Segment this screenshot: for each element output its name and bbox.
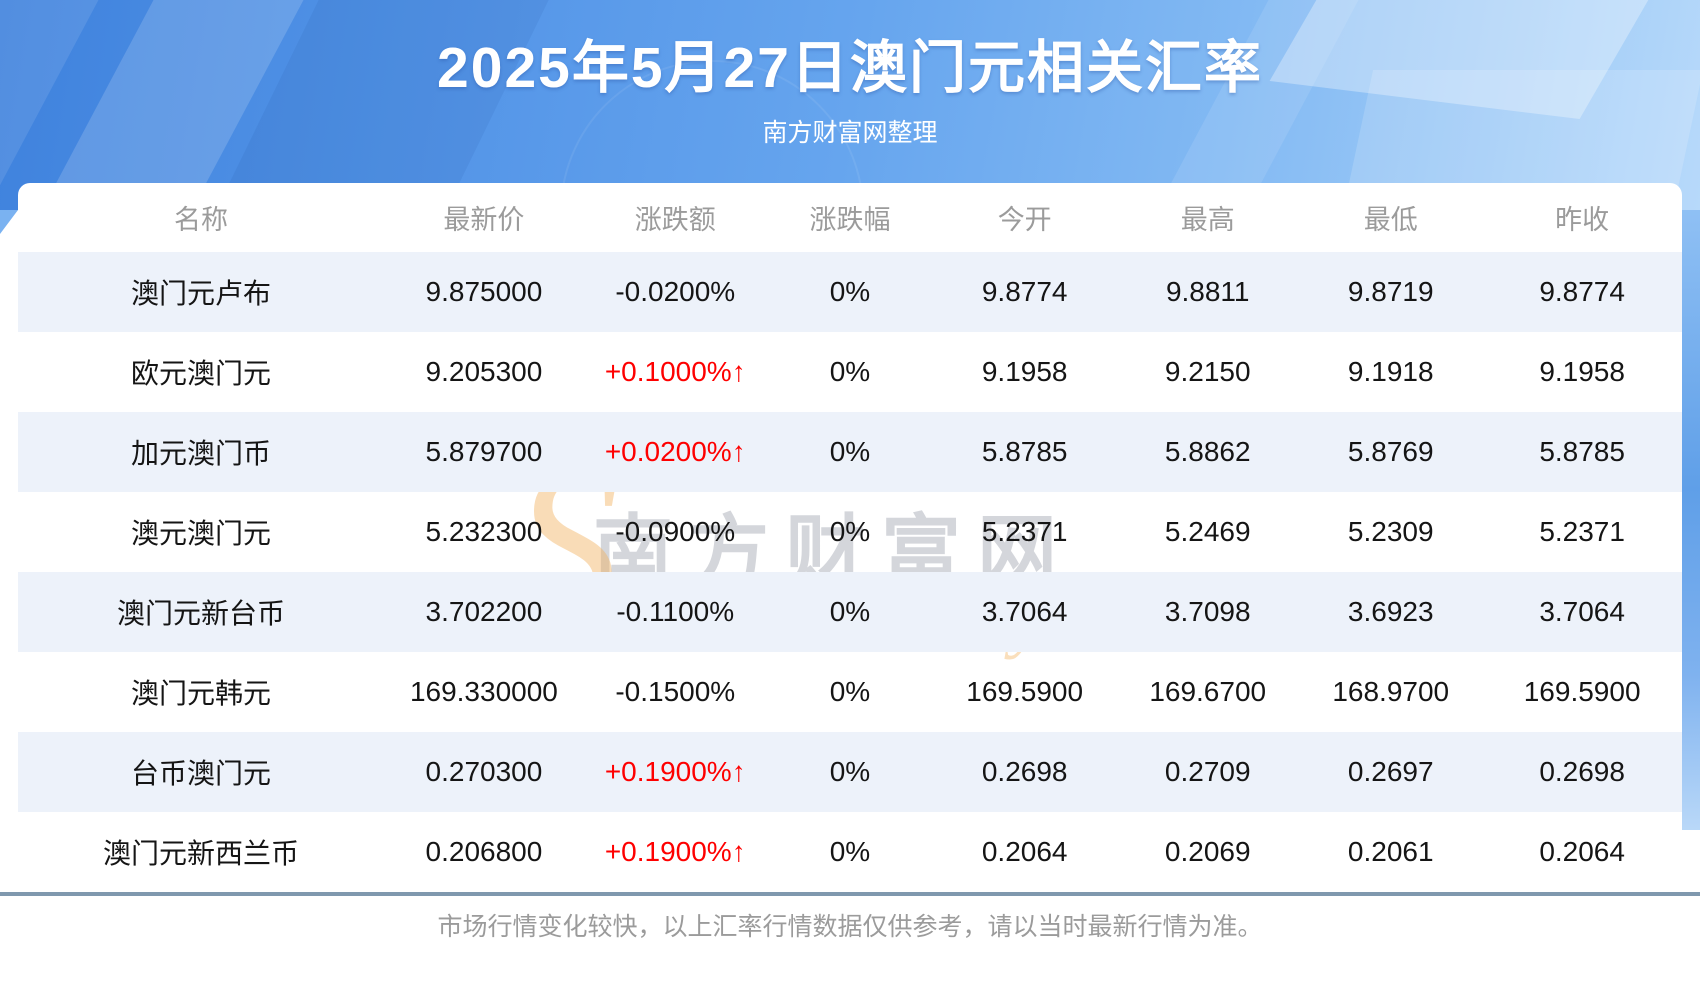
table-cell: 9.1958 <box>981 356 1068 387</box>
table-cell: 0% <box>829 276 871 307</box>
column-header-low: 最低 <box>1363 205 1418 235</box>
change-cell: +0.1900%↑ <box>604 756 746 787</box>
table-cell: 0.2064 <box>1539 836 1625 867</box>
change-cell: -0.1100% <box>616 596 735 627</box>
right-blue-strip <box>1682 210 1700 830</box>
table-cell: 9.2150 <box>1164 356 1251 387</box>
table-cell: 5.8769 <box>1347 436 1434 467</box>
column-header-change: 涨跌额 <box>634 205 716 235</box>
table-cell: 168.9700 <box>1332 676 1450 707</box>
table-cell: 9.8774 <box>1539 276 1625 307</box>
table-cell: 0% <box>829 356 871 387</box>
table-cell: 5.232300 <box>425 516 543 547</box>
table-cell: 5.8862 <box>1164 436 1251 467</box>
hero-banner <box>0 0 1700 210</box>
column-header-name: 名称 <box>174 205 229 235</box>
table-cell: 0.2061 <box>1347 836 1434 867</box>
currency-pair-name: 澳门元韩元 <box>131 678 272 709</box>
table-cell: 0.270300 <box>425 756 543 787</box>
table-cell: 9.8774 <box>981 276 1068 307</box>
currency-pair-name: 澳门元新西兰币 <box>103 838 300 869</box>
left-blue-wedge <box>0 210 18 234</box>
table-row: 澳元澳门元 5.232300 -0.0900% 0% 5.2371 5.2469… <box>18 492 1682 572</box>
table-header-row: 名称 最新价 涨跌额 涨跌幅 今开 最高 最低 昨收 <box>18 183 1682 252</box>
table-cell: 3.702200 <box>425 596 543 627</box>
currency-pair-name: 加元澳门币 <box>131 438 272 469</box>
page-subtitle: 南方财富网整理 <box>762 119 938 147</box>
change-cell: -0.0900% <box>615 516 736 547</box>
table-cell: 3.7064 <box>981 596 1068 627</box>
table-cell: 9.205300 <box>425 356 543 387</box>
currency-pair-name: 欧元澳门元 <box>131 358 272 389</box>
table-cell: 9.8719 <box>1347 276 1434 307</box>
column-header-high: 最高 <box>1180 205 1235 235</box>
table-cell: 0% <box>829 676 871 707</box>
table-cell: 0.2064 <box>981 836 1068 867</box>
table-cell: 5.2309 <box>1347 516 1434 547</box>
column-header-latest: 最新价 <box>443 205 525 235</box>
table-cell: 5.879700 <box>425 436 543 467</box>
table-cell: 0% <box>829 516 871 547</box>
table-cell: 169.5900 <box>966 676 1084 707</box>
table-cell: 3.7098 <box>1164 596 1251 627</box>
table-cell: 169.330000 <box>409 676 558 707</box>
column-header-change-pct: 涨跌幅 <box>809 205 891 235</box>
change-cell: +0.1000%↑ <box>604 356 746 387</box>
table-cell: 9.1918 <box>1347 356 1434 387</box>
table-cell: 169.6700 <box>1149 676 1267 707</box>
currency-pair-name: 澳门元卢布 <box>131 278 272 309</box>
table-cell: 169.5900 <box>1523 676 1641 707</box>
table-row: 澳门元新西兰币 0.206800 +0.1900%↑ 0% 0.2064 0.2… <box>18 812 1682 892</box>
currency-pair-name: 台币澳门元 <box>131 758 272 789</box>
table-cell: 0% <box>829 836 871 867</box>
table-row: 澳门元新台币 3.702200 -0.1100% 0% 3.7064 3.709… <box>18 572 1682 652</box>
table-row: 台币澳门元 0.270300 +0.1900%↑ 0% 0.2698 0.270… <box>18 732 1682 812</box>
table-cell: 0.2709 <box>1164 756 1251 787</box>
change-cell: -0.0200% <box>615 276 736 307</box>
table-cell: 0.2698 <box>1539 756 1625 787</box>
bottom-divider <box>0 892 1700 896</box>
table-cell: 0% <box>829 596 871 627</box>
table-cell: 0.2698 <box>981 756 1068 787</box>
column-header-prev-close: 昨收 <box>1555 205 1610 235</box>
change-cell: +0.1900%↑ <box>604 836 746 867</box>
currency-pair-name: 澳门元新台币 <box>117 598 286 629</box>
table-cell: 5.2371 <box>1539 516 1625 547</box>
table-row: 澳门元韩元 169.330000 -0.1500% 0% 169.5900 16… <box>18 652 1682 732</box>
footer-note: 市场行情变化较快，以上汇率行情数据仅供参考，请以当时最新行情为准。 <box>437 913 1263 941</box>
page-title: 2025年5月27日澳门元相关汇率 <box>437 36 1263 100</box>
table-cell: 9.875000 <box>425 276 543 307</box>
exchange-rates-table: 名称 最新价 涨跌额 涨跌幅 今开 最高 最低 昨收 澳门元卢布 9.87500… <box>18 183 1682 892</box>
table-row: 加元澳门币 5.879700 +0.0200%↑ 0% 5.8785 5.886… <box>18 412 1682 492</box>
rates-card: 南方财富网 S outhmoney.com 名称 最新价 涨跌额 涨跌幅 今开 … <box>18 183 1682 892</box>
table-row: 欧元澳门元 9.205300 +0.1000%↑ 0% 9.1958 9.215… <box>18 332 1682 412</box>
table-cell: 5.2371 <box>981 516 1068 547</box>
table-cell: 0% <box>829 756 871 787</box>
table-cell: 0.2069 <box>1164 836 1251 867</box>
table-cell: 3.7064 <box>1539 596 1625 627</box>
table-row: 澳门元卢布 9.875000 -0.0200% 0% 9.8774 9.8811… <box>18 252 1682 332</box>
table-cell: 5.8785 <box>981 436 1068 467</box>
table-cell: 0% <box>829 436 871 467</box>
change-cell: -0.1500% <box>615 676 736 707</box>
table-cell: 0.2697 <box>1347 756 1434 787</box>
table-cell: 0.206800 <box>425 836 543 867</box>
column-header-open: 今开 <box>997 205 1052 235</box>
currency-pair-name: 澳元澳门元 <box>131 518 272 549</box>
table-cell: 9.8811 <box>1165 276 1250 307</box>
table-cell: 9.1958 <box>1539 356 1625 387</box>
table-cell: 3.6923 <box>1347 596 1434 627</box>
table-cell: 5.2469 <box>1164 516 1251 547</box>
table-cell: 5.8785 <box>1539 436 1625 467</box>
change-cell: +0.0200%↑ <box>604 436 746 467</box>
